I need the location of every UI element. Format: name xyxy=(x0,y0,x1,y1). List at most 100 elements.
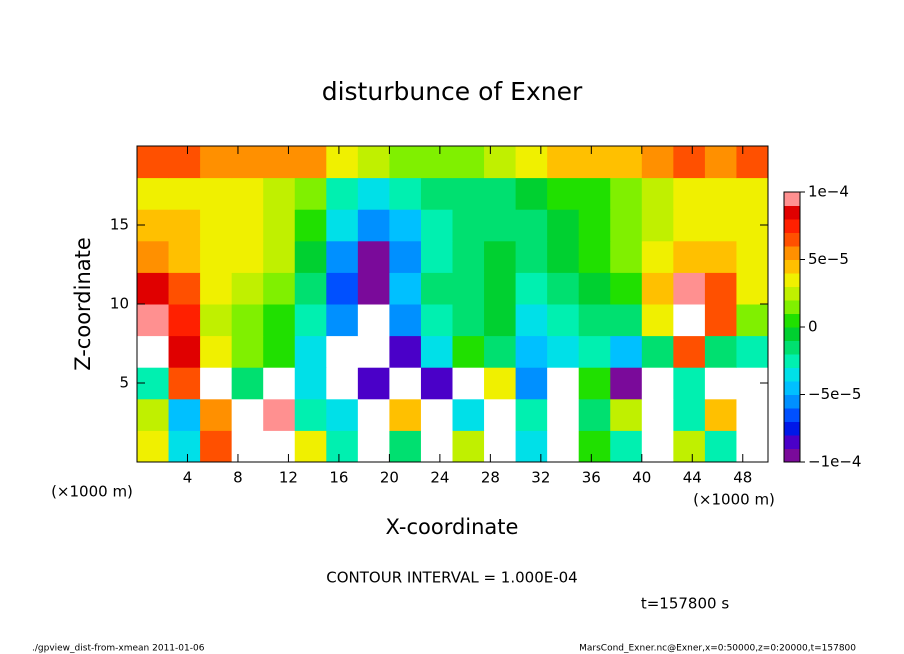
cell xyxy=(231,146,264,179)
cell xyxy=(736,177,769,210)
y-tick-label: 15 xyxy=(110,216,129,234)
cell xyxy=(389,146,422,179)
cell xyxy=(168,146,201,179)
cell xyxy=(515,177,548,210)
colorbar-tick-label: 0 xyxy=(808,318,818,336)
cell xyxy=(420,430,453,463)
cell xyxy=(578,367,611,400)
cell xyxy=(294,430,327,463)
y-tick-label: 10 xyxy=(110,295,129,313)
cell xyxy=(704,240,737,273)
cell xyxy=(200,209,233,242)
cell xyxy=(168,272,201,305)
cell xyxy=(168,367,201,400)
cell xyxy=(389,335,422,368)
cell xyxy=(704,177,737,210)
cell xyxy=(578,398,611,431)
cell xyxy=(515,335,548,368)
cell xyxy=(547,177,580,210)
colorbar-band xyxy=(784,232,800,247)
cell xyxy=(231,367,264,400)
cell xyxy=(263,177,296,210)
cell xyxy=(294,304,327,337)
cell xyxy=(168,430,201,463)
cell xyxy=(294,177,327,210)
cell xyxy=(420,146,453,179)
cell xyxy=(200,304,233,337)
cell xyxy=(200,240,233,273)
cell xyxy=(641,304,674,337)
cell xyxy=(578,146,611,179)
cell xyxy=(326,367,359,400)
cell xyxy=(484,335,517,368)
cell xyxy=(389,430,422,463)
cell xyxy=(704,335,737,368)
cell xyxy=(357,430,390,463)
cell xyxy=(673,209,706,242)
cell xyxy=(578,335,611,368)
cell xyxy=(547,272,580,305)
x-tick-label: 48 xyxy=(733,469,752,487)
colorbar-band xyxy=(784,300,800,314)
cell xyxy=(294,367,327,400)
colorbar-band xyxy=(784,327,800,341)
cell xyxy=(610,430,643,463)
cell xyxy=(389,240,422,273)
cell xyxy=(704,272,737,305)
cell xyxy=(326,209,359,242)
contour-interval: CONTOUR INTERVAL = 1.000E-04 xyxy=(326,569,577,587)
cell xyxy=(736,335,769,368)
cell xyxy=(736,146,769,179)
cell xyxy=(452,146,485,179)
cell xyxy=(547,304,580,337)
cell xyxy=(452,335,485,368)
cell xyxy=(200,146,233,179)
colorbar-band xyxy=(784,313,800,328)
cell xyxy=(452,430,485,463)
y-unit-label: (×1000 m) xyxy=(51,483,133,501)
cell xyxy=(263,272,296,305)
cell xyxy=(515,367,548,400)
cell xyxy=(484,177,517,210)
cell xyxy=(231,398,264,431)
cell xyxy=(704,146,737,179)
cell xyxy=(673,240,706,273)
cell xyxy=(452,304,485,337)
cell xyxy=(263,240,296,273)
cell xyxy=(200,430,233,463)
cell xyxy=(168,177,201,210)
cell xyxy=(420,367,453,400)
x-tick-label: 16 xyxy=(329,469,348,487)
cell xyxy=(515,304,548,337)
cell xyxy=(168,209,201,242)
cell xyxy=(673,177,706,210)
cell xyxy=(137,240,170,273)
cell xyxy=(484,398,517,431)
cell xyxy=(704,209,737,242)
cell xyxy=(326,240,359,273)
x-tick-label: 24 xyxy=(430,469,449,487)
cell xyxy=(231,177,264,210)
cell xyxy=(420,272,453,305)
cell xyxy=(357,304,390,337)
cell xyxy=(389,272,422,305)
cell xyxy=(736,240,769,273)
cell xyxy=(294,146,327,179)
cell xyxy=(231,240,264,273)
cell xyxy=(484,367,517,400)
cell xyxy=(610,367,643,400)
colorbar-band xyxy=(784,448,800,463)
cell xyxy=(294,272,327,305)
cell xyxy=(137,146,170,179)
cell xyxy=(452,209,485,242)
x-tick-label: 32 xyxy=(531,469,550,487)
cell xyxy=(515,146,548,179)
cell xyxy=(357,335,390,368)
cell xyxy=(736,304,769,337)
cell xyxy=(641,272,674,305)
cell xyxy=(704,398,737,431)
cell xyxy=(389,209,422,242)
colorbar-band xyxy=(784,246,800,260)
cell xyxy=(137,304,170,337)
colorbar-band xyxy=(784,205,800,220)
